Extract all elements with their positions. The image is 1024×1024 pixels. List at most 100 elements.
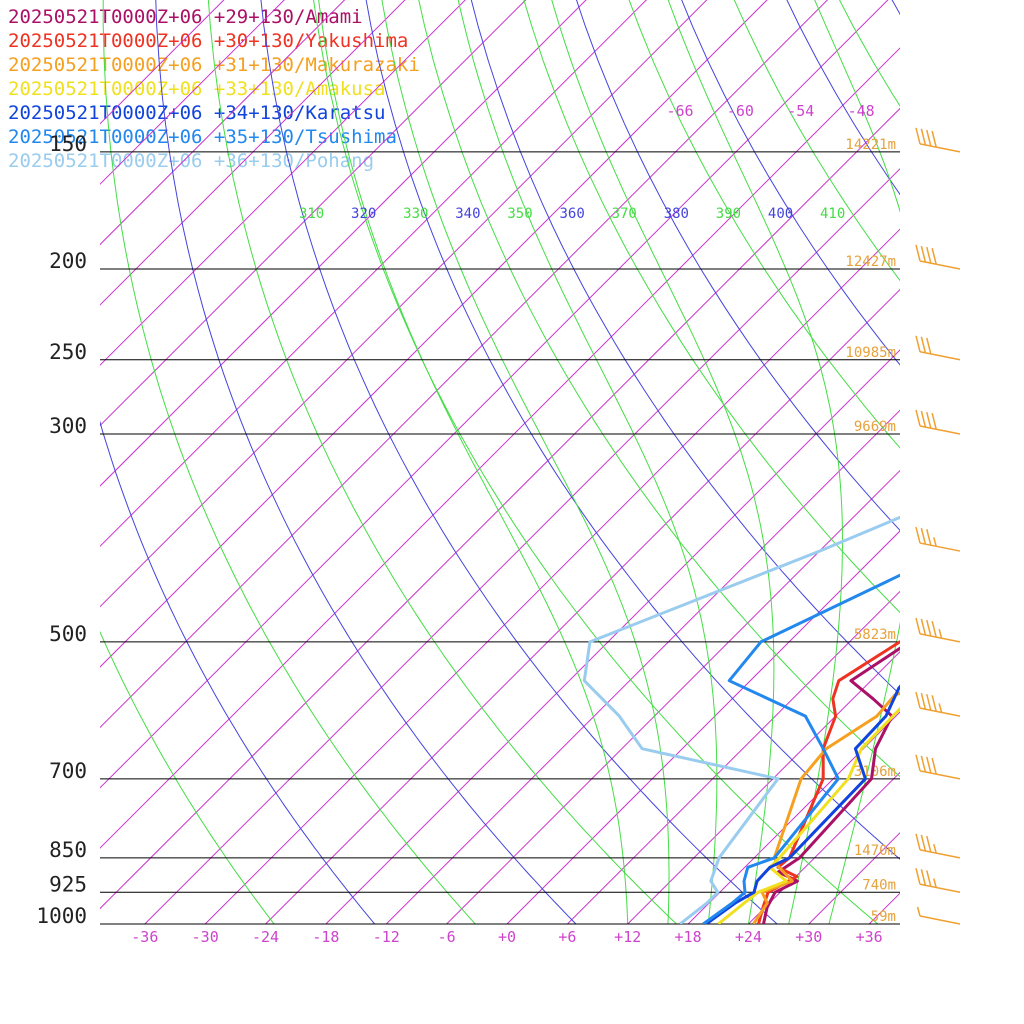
wind-barb-flag (931, 620, 937, 638)
pressure-label: 300 (49, 414, 87, 438)
wind-barb-flag (920, 869, 927, 886)
wind-barb-flag (931, 248, 937, 265)
legend-entry: 20250521T0000Z+06 +36+130/Pohang (8, 150, 375, 172)
wind-barb-flag (933, 537, 937, 547)
temperature-tick-label: +36 (856, 928, 883, 946)
dry-adiabat-line (470, 0, 900, 696)
pressure-label: 150 (49, 132, 87, 156)
wind-barb-staff (919, 143, 961, 153)
wind-barb-staff (919, 260, 961, 270)
wind-barb-flag (926, 246, 932, 264)
isotherm-line (100, 0, 889, 789)
temperature-tick-label: +0 (498, 928, 516, 946)
pressure-label: 500 (49, 622, 87, 646)
wind-barb-flag (915, 868, 921, 885)
wind-barb-flag (915, 244, 921, 262)
isotherm-label: -60 (727, 102, 754, 120)
height-label: 14221m (845, 137, 896, 153)
dry-adiabat-line (733, 0, 900, 282)
temperature-tick-label: -6 (438, 928, 456, 946)
wind-barb-flag (938, 703, 943, 713)
dry-adiabat-line (155, 0, 577, 924)
wind-barb (916, 906, 961, 925)
isotherm-label: -66 (666, 102, 693, 120)
dry-adiabat-line (575, 0, 900, 532)
pressure-label: 925 (49, 872, 87, 896)
theta-label: 310 (299, 206, 324, 222)
wind-barb (915, 754, 961, 780)
theta-label: 390 (716, 206, 741, 222)
wind-barb-flag (926, 337, 932, 355)
wind-barb-flag (920, 527, 927, 545)
isotherm-line (567, 590, 900, 924)
wind-barb-flag (926, 756, 932, 774)
temperature-tick-label: -30 (192, 928, 219, 946)
wind-barb-staff (919, 425, 961, 435)
wind-barb-flag (915, 409, 921, 427)
legend-entry: 20250521T0000Z+06 +35+130/Tsushima (8, 126, 397, 148)
isotherm-line (385, 409, 900, 924)
wind-barb-flag (931, 413, 937, 430)
wind-barb-flag (920, 245, 927, 263)
wind-barb (915, 244, 961, 270)
temperature-profile-line (705, 684, 900, 924)
height-label: 12427m (845, 254, 896, 270)
isotherm-line (100, 107, 900, 910)
temperature-profile-line (702, 573, 900, 924)
isotherm-line (265, 288, 900, 924)
wind-barb-flag (926, 870, 932, 887)
wind-barb-flag (920, 128, 927, 146)
pressure-label: 1000 (36, 904, 87, 928)
moist-adiabat-line (551, 0, 775, 924)
temperature-tick-label: -36 (131, 928, 158, 946)
wind-barb-flag (938, 629, 943, 639)
wind-barb-flag (915, 833, 921, 851)
dry-adiabat-line (628, 0, 900, 449)
wind-barb-flag (915, 754, 921, 772)
wind-barb-flag (920, 336, 927, 354)
dry-adiabat-line (523, 0, 900, 614)
temperature-tick-label: -18 (312, 928, 339, 946)
theta-label: 370 (612, 206, 637, 222)
isotherm-line (325, 349, 900, 924)
wind-barb-flag (926, 835, 932, 853)
temperature-tick-label: +12 (614, 928, 641, 946)
wind-barb-staff (919, 707, 961, 717)
wind-barb-flag (931, 130, 937, 148)
temperature-tick-label: +6 (558, 928, 576, 946)
theta-label: 410 (820, 206, 845, 222)
pressure-label: 200 (49, 249, 87, 273)
isotherm-line (100, 0, 829, 729)
theta-label: 330 (403, 206, 428, 222)
height-label: 1470m (854, 843, 896, 859)
height-label: 740m (862, 877, 896, 893)
wind-barb-flag (931, 695, 937, 712)
height-label: 10985m (845, 345, 896, 361)
wind-barb-flag (920, 755, 927, 773)
isotherm-line (144, 168, 900, 924)
temperature-tick-label: +24 (735, 928, 762, 946)
wind-barb-flag (915, 127, 921, 145)
pressure-label: 850 (49, 838, 87, 862)
theta-label: 340 (455, 206, 480, 222)
isotherm-line (100, 0, 768, 668)
theta-label: 360 (559, 206, 584, 222)
theta-label: 320 (351, 206, 376, 222)
legend-entry: 20250521T0000Z+06 +34+130/Karatsu (8, 102, 386, 124)
moist-adiabat-line (667, 0, 844, 924)
isotherm-label: -48 (848, 102, 875, 120)
temperature-tick-label: +18 (675, 928, 702, 946)
wind-barb-staff (919, 542, 961, 552)
temperature-profile-line (752, 691, 900, 924)
isotherm-line (627, 650, 900, 924)
wind-barb (915, 526, 961, 552)
pressure-label: 700 (49, 759, 87, 783)
moist-adiabat-line (457, 0, 718, 924)
wind-barb (915, 833, 961, 859)
legend-entry: 20250521T0000Z+06 +30+130/Yakushima (8, 30, 409, 52)
wind-barb-flag (933, 843, 937, 854)
theta-label: 380 (664, 206, 689, 222)
height-label: 5823m (854, 627, 896, 643)
wind-barb-flag (933, 878, 937, 888)
dry-adiabat-line (102, 0, 476, 924)
